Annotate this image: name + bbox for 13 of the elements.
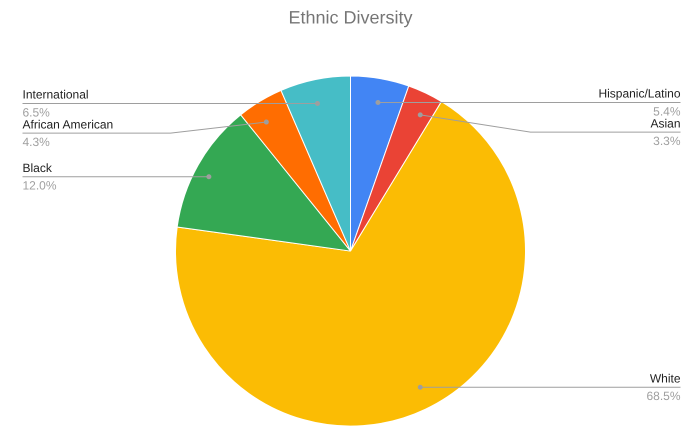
data-label: 3.3% [653, 134, 681, 148]
slice-label: Black [22, 160, 53, 175]
slice-label: White [650, 371, 681, 386]
data-label: 12.0% [22, 178, 57, 193]
slice-label: Asian [650, 116, 681, 130]
data-label: 68.5% [646, 389, 681, 404]
slice-label: International [22, 88, 89, 102]
data-label: 4.3% [22, 134, 50, 149]
slice-label: Hispanic/Latino [598, 86, 681, 101]
data-label: 6.5% [22, 105, 50, 120]
slice-label: African American [22, 117, 114, 132]
chart-title: Ethnic Diversity [288, 8, 413, 28]
data-label: 5.4% [653, 104, 681, 118]
